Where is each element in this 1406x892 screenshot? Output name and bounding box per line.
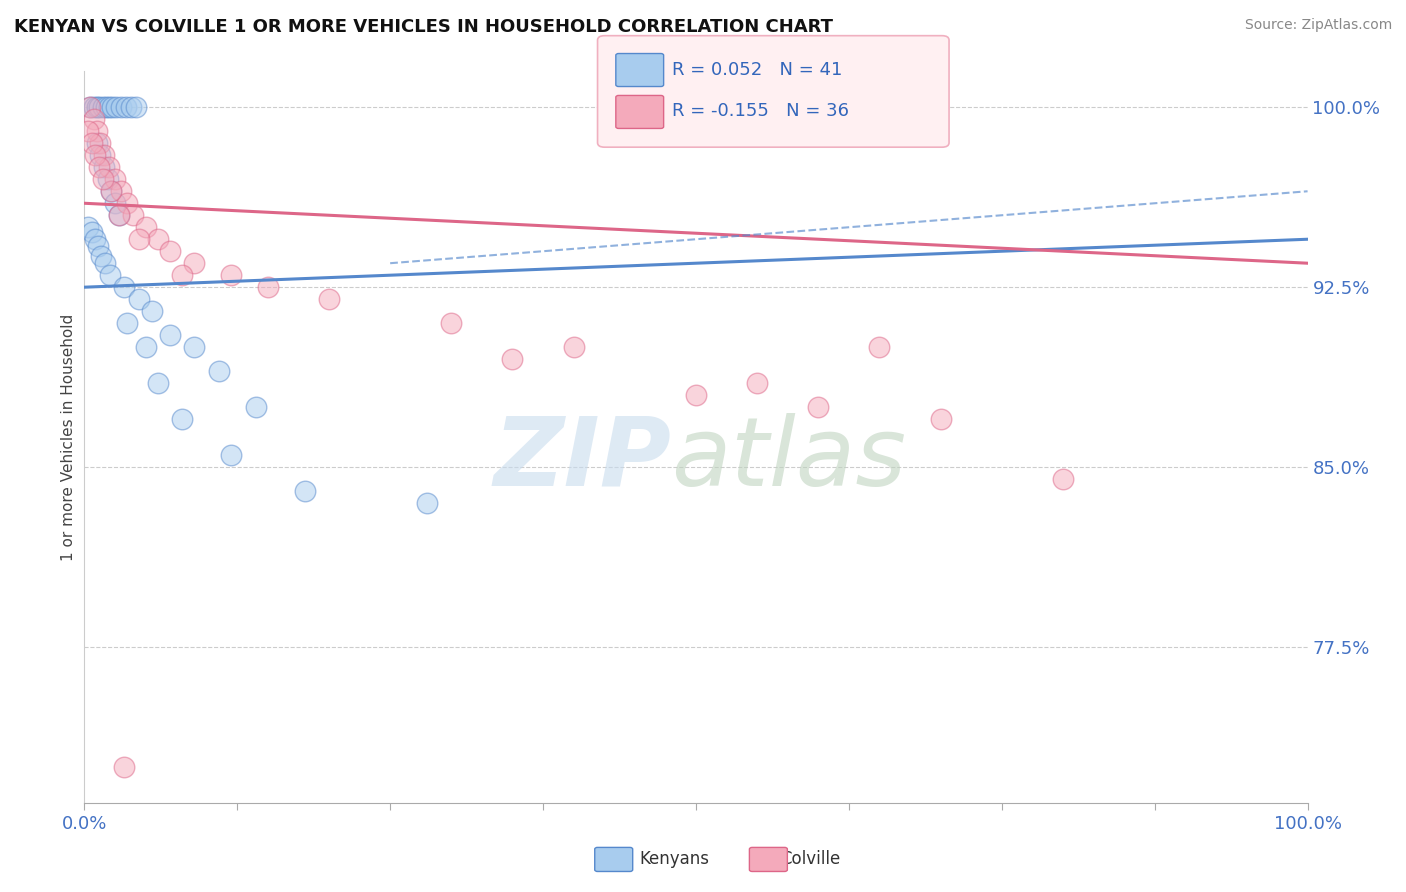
Text: R = -0.155   N = 36: R = -0.155 N = 36	[672, 103, 849, 120]
Point	[128, 232, 150, 246]
Point	[77, 124, 100, 138]
Point	[685, 388, 707, 402]
Point	[80, 136, 103, 151]
Point	[86, 124, 108, 138]
Point	[98, 268, 121, 283]
Point	[87, 100, 110, 114]
Point	[101, 100, 124, 114]
Point	[115, 100, 138, 114]
Point	[219, 448, 242, 462]
Point	[87, 239, 110, 253]
Point	[86, 136, 108, 151]
Point	[84, 232, 107, 246]
Point	[91, 172, 114, 186]
Point	[159, 328, 181, 343]
Point	[79, 100, 101, 114]
Point	[94, 256, 117, 270]
Point	[93, 148, 115, 162]
Point	[89, 148, 111, 162]
Point	[80, 225, 103, 239]
Point	[128, 292, 150, 306]
Point	[105, 100, 128, 114]
Point	[135, 340, 157, 354]
Point	[110, 184, 132, 198]
Text: R = 0.052   N = 41: R = 0.052 N = 41	[672, 61, 842, 78]
Point	[84, 148, 107, 162]
Point	[146, 232, 169, 246]
Point	[125, 100, 148, 114]
Point	[100, 184, 122, 198]
Point	[93, 161, 115, 175]
Point	[318, 292, 340, 306]
Point	[104, 172, 127, 186]
Point	[122, 208, 145, 222]
Point	[869, 340, 891, 354]
Point	[83, 112, 105, 127]
Point	[807, 400, 830, 414]
Point	[416, 496, 439, 510]
Point	[257, 280, 280, 294]
Point	[97, 161, 120, 175]
Point	[115, 196, 138, 211]
Text: Kenyans: Kenyans	[640, 850, 710, 868]
Point	[87, 161, 110, 175]
Point	[83, 100, 105, 114]
Text: ZIP: ZIP	[494, 412, 672, 506]
Point	[90, 249, 112, 263]
Point	[77, 220, 100, 235]
Point	[1052, 472, 1074, 486]
Point	[107, 208, 129, 222]
Point	[112, 760, 135, 774]
Point	[929, 412, 952, 426]
Point	[208, 364, 231, 378]
Point	[146, 376, 169, 391]
Point	[502, 352, 524, 367]
Point	[183, 256, 205, 270]
Point	[172, 412, 194, 426]
Point	[104, 196, 127, 211]
Text: KENYAN VS COLVILLE 1 OR MORE VEHICLES IN HOUSEHOLD CORRELATION CHART: KENYAN VS COLVILLE 1 OR MORE VEHICLES IN…	[14, 18, 834, 36]
Point	[89, 136, 111, 151]
Point	[97, 100, 120, 114]
Point	[97, 172, 120, 186]
Point	[115, 316, 138, 330]
Point	[440, 316, 463, 330]
Point	[294, 483, 316, 498]
Point	[159, 244, 181, 259]
Point	[112, 280, 135, 294]
Point	[107, 208, 129, 222]
Point	[91, 100, 114, 114]
Point	[79, 100, 101, 114]
Point	[141, 304, 163, 318]
Point	[120, 100, 142, 114]
Text: atlas: atlas	[672, 412, 907, 506]
Point	[135, 220, 157, 235]
Y-axis label: 1 or more Vehicles in Household: 1 or more Vehicles in Household	[60, 313, 76, 561]
Point	[96, 100, 118, 114]
Point	[86, 100, 108, 114]
Point	[110, 100, 132, 114]
Point	[100, 184, 122, 198]
Point	[245, 400, 267, 414]
Point	[172, 268, 194, 283]
Text: Colville: Colville	[780, 850, 841, 868]
Point	[747, 376, 769, 391]
Point	[183, 340, 205, 354]
Point	[562, 340, 585, 354]
Point	[219, 268, 242, 283]
Text: Source: ZipAtlas.com: Source: ZipAtlas.com	[1244, 18, 1392, 32]
